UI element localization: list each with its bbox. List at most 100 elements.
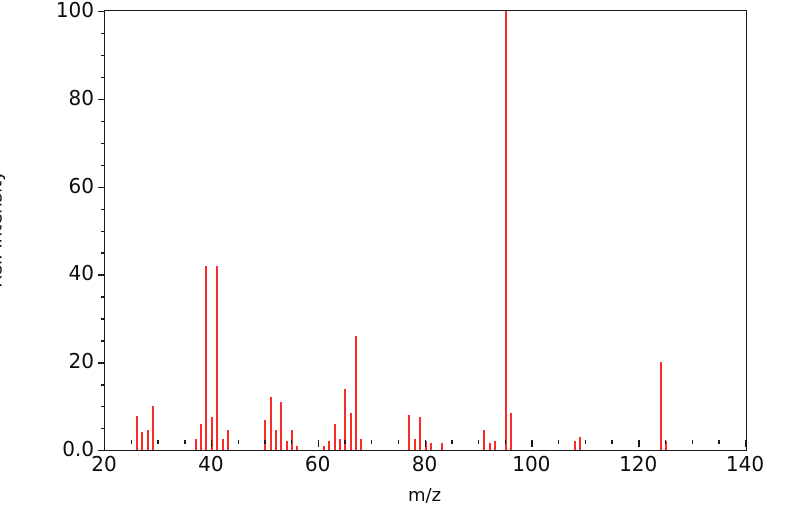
- x-tick-minor: [477, 440, 480, 444]
- spectrum-peak: [152, 406, 155, 450]
- spectrum-peak: [344, 388, 347, 450]
- y-tick-major: [98, 11, 105, 13]
- x-tick-major: [210, 440, 213, 447]
- spectrum-peak: [264, 420, 267, 450]
- y-tick-minor: [101, 340, 105, 342]
- spectrum-peak: [339, 439, 342, 450]
- spectrum-peak: [323, 445, 325, 450]
- x-tick-major: [745, 440, 747, 447]
- spectrum-peak: [141, 432, 144, 450]
- spectrum-peak: [216, 265, 219, 450]
- y-tick-minor: [101, 384, 105, 386]
- plot-area: [98, 10, 747, 452]
- y-tick-minor: [101, 76, 105, 79]
- x-tick-minor: [371, 440, 373, 444]
- spectrum-peak: [296, 445, 299, 450]
- x-tick-minor: [691, 440, 693, 444]
- x-tick-major: [638, 440, 640, 447]
- y-tick-major: [98, 362, 105, 364]
- spectrum-peak: [419, 417, 422, 450]
- spectrum-peak: [285, 441, 288, 450]
- x-tick-minor: [397, 440, 400, 444]
- spectrum-peak: [574, 441, 577, 450]
- spectrum-peak: [413, 439, 416, 450]
- spectrum-peak: [493, 441, 496, 450]
- x-tick-minor: [344, 440, 346, 444]
- y-tick-minor: [101, 142, 105, 145]
- spectrum-peak: [408, 414, 411, 450]
- spectrum-peak: [579, 436, 582, 450]
- spectrum-peak: [136, 415, 139, 450]
- y-tick-minor: [101, 208, 105, 210]
- y-tick-label: 100: [55, 0, 94, 22]
- spectrum-peaks: [105, 11, 746, 450]
- x-tick-label: 60: [304, 452, 331, 476]
- spectrum-peak: [349, 412, 352, 450]
- x-tick-minor: [184, 440, 186, 444]
- spectrum-peak: [210, 417, 213, 450]
- x-tick-label: 80: [411, 452, 438, 476]
- spectrum-peak: [194, 439, 197, 450]
- spectrum-peak: [226, 430, 229, 450]
- spectrum-peak: [360, 439, 363, 450]
- y-tick-label: 80: [68, 85, 94, 110]
- spectrum-peak: [664, 441, 667, 450]
- spectrum-peak: [509, 412, 512, 450]
- y-axis-title: Rel. Intensity: [0, 170, 7, 288]
- x-tick-major: [317, 440, 320, 447]
- x-tick-minor: [664, 440, 667, 444]
- y-tick-label: 20: [68, 349, 94, 374]
- y-tick-label: 0.0: [62, 437, 94, 461]
- x-tick-label: 140: [725, 452, 765, 476]
- spectrum-peak: [488, 443, 491, 450]
- x-tick-label: 40: [198, 452, 224, 476]
- spectrum-peak: [328, 441, 331, 450]
- x-tick-minor: [504, 440, 507, 444]
- y-tick-minor: [101, 164, 105, 167]
- y-tick-minor: [101, 428, 105, 430]
- y-tick-minor: [101, 32, 105, 35]
- spectrum-peak: [274, 430, 277, 450]
- y-tick-label: 40: [68, 261, 94, 286]
- x-tick-minor: [451, 440, 453, 444]
- spectrum-peak: [269, 397, 272, 450]
- x-tick-label: 20: [91, 452, 117, 476]
- spectrum-peak: [146, 430, 149, 450]
- x-tick-minor: [237, 440, 239, 444]
- spectrum-peak: [221, 439, 224, 450]
- x-tick-minor: [718, 440, 720, 444]
- x-tick-major: [104, 440, 106, 447]
- spectrum-peak: [483, 430, 486, 450]
- spectrum-peak: [440, 443, 443, 450]
- spectrum-peak: [659, 362, 662, 450]
- y-tick-minor: [101, 120, 105, 123]
- y-tick-minor: [101, 252, 105, 254]
- y-tick-minor: [101, 406, 105, 408]
- y-tick-minor: [101, 318, 105, 320]
- x-tick-minor: [130, 440, 133, 444]
- spectrum-peak: [280, 401, 283, 450]
- x-tick-minor: [290, 440, 293, 444]
- x-tick-label: 100: [512, 452, 551, 476]
- x-axis-title: m/z: [407, 485, 442, 506]
- spectrum-peak: [205, 265, 208, 450]
- y-tick-major: [98, 274, 105, 276]
- y-tick-label: 60: [68, 173, 94, 198]
- spectrum-peak: [333, 423, 336, 450]
- x-tick-minor: [558, 440, 560, 444]
- y-axis-labels: 0.0 20 40 60 80 100: [0, 0, 104, 459]
- y-tick-minor: [101, 296, 105, 298]
- x-tick-major: [531, 440, 533, 447]
- x-tick-minor: [611, 440, 613, 444]
- x-tick-minor: [264, 440, 266, 444]
- y-tick-minor: [101, 230, 105, 232]
- y-tick-major: [98, 186, 105, 188]
- y-tick-major: [98, 450, 105, 452]
- x-tick-label: 120: [619, 452, 658, 476]
- y-tick-minor: [101, 54, 105, 57]
- x-tick-minor: [584, 440, 587, 444]
- y-tick-major: [98, 98, 105, 101]
- spectrum-peak: [429, 443, 432, 450]
- x-tick-minor: [157, 440, 159, 444]
